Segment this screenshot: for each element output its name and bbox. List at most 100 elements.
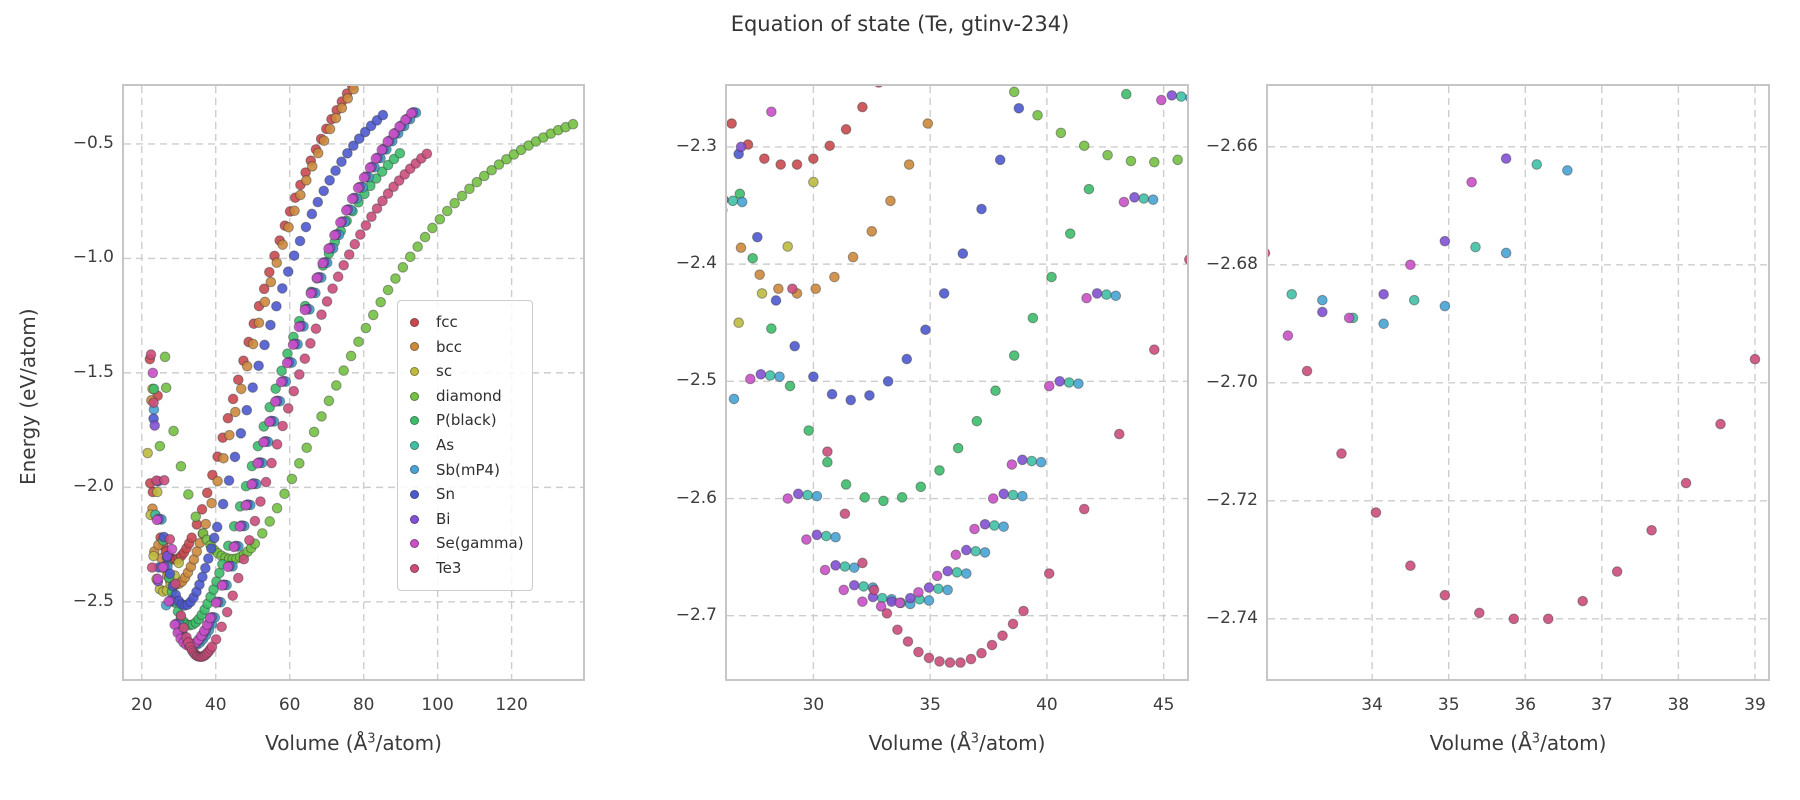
legend-item-sc: sc: [398, 359, 532, 384]
x-tick-label: 120: [495, 695, 528, 715]
data-point: [282, 403, 294, 414]
x-tick-label: 40: [204, 695, 227, 715]
y-tick-label: −1.0: [72, 247, 114, 268]
series-sc: [733, 176, 819, 329]
data-point: [857, 557, 868, 569]
data-point: [271, 257, 283, 269]
data-point: [400, 114, 411, 125]
legend-label: Se(gamma): [436, 534, 524, 553]
data-point: [1470, 241, 1481, 253]
legend-item-fcc: fcc: [398, 310, 532, 335]
series-Sn: [733, 102, 1025, 406]
x-tick-label: 36: [1514, 695, 1537, 715]
data-point: [1175, 91, 1187, 102]
data-point: [1185, 93, 1187, 102]
x-axis-label-sup: 3: [1531, 731, 1541, 747]
data-point: [151, 514, 163, 526]
data-point: [382, 188, 394, 199]
data-point: [142, 447, 153, 459]
series-bcc: [146, 86, 361, 590]
data-point: [1091, 288, 1103, 299]
data-point: [175, 610, 187, 621]
data-point: [157, 561, 169, 573]
legend-item-bcc: bcc: [398, 335, 532, 360]
legend-label: fcc: [436, 313, 458, 331]
data-point: [332, 271, 344, 283]
data-point: [1439, 300, 1451, 312]
data-point: [826, 388, 838, 400]
data-point: [1026, 455, 1038, 467]
data-point: [434, 213, 446, 225]
data-point: [300, 221, 312, 233]
data-point: [382, 136, 394, 147]
x-axis-label-overview: Volume (Å3/atom): [124, 731, 583, 755]
data-point: [346, 193, 358, 205]
data-point: [286, 473, 298, 485]
data-point: [801, 534, 812, 545]
x-tick-label: 38: [1667, 695, 1690, 715]
data-point: [178, 622, 190, 634]
panel-zoom-te3-minimum: Volume (Å3/atom) 34 35 36 37 38 39 −2.66 −2.68 −…: [1206, 84, 1770, 755]
data-point: [811, 529, 823, 541]
data-point: [382, 159, 394, 171]
data-point: [382, 284, 394, 296]
data-point: [360, 220, 372, 231]
data-point: [288, 385, 300, 397]
data-point: [1017, 454, 1028, 466]
data-point: [904, 592, 916, 604]
x-tick-label: 80: [352, 695, 375, 715]
data-point: [848, 562, 860, 573]
series-Sb(mP4): [1317, 165, 1573, 330]
data-point: [214, 567, 225, 579]
data-point: [260, 476, 272, 488]
x-axis-label-sup: 3: [367, 731, 376, 747]
data-point: [759, 153, 770, 164]
data-point: [901, 353, 913, 365]
x-tick-label: 37: [1591, 695, 1613, 715]
data-point: [859, 492, 871, 503]
data-point: [1500, 247, 1512, 259]
data-point: [394, 148, 406, 159]
legend-label: Te3: [436, 558, 462, 577]
data-point: [857, 596, 868, 607]
data-point: [847, 251, 859, 263]
x-tick-label: 60: [278, 695, 301, 715]
data-point: [317, 257, 328, 269]
data-point: [271, 502, 283, 514]
data-point: [160, 382, 172, 394]
data-point: [288, 250, 300, 261]
data-point: [338, 259, 349, 271]
x-axis-label-text: Volume (Å: [1429, 731, 1532, 755]
data-point: [471, 176, 483, 188]
data-point: [1405, 560, 1416, 572]
data-point: [249, 515, 261, 527]
data-point: [324, 175, 335, 186]
data-point: [464, 183, 475, 195]
data-point: [203, 553, 214, 564]
data-point: [364, 162, 376, 174]
plot-area-zoom-all-minima: [727, 86, 1187, 679]
data-point: [308, 426, 320, 438]
data-point: [894, 597, 906, 609]
x-axis-label-text: /atom): [1540, 731, 1607, 755]
data-point: [168, 425, 179, 437]
data-point: [294, 369, 305, 380]
data-point: [229, 451, 241, 463]
data-point: [393, 175, 405, 186]
legend-label: Bi: [436, 509, 451, 528]
data-point: [951, 567, 963, 578]
data-point: [338, 365, 349, 376]
series-P(black): [734, 88, 1132, 507]
data-point: [745, 373, 756, 385]
legend-marker-icon: [410, 366, 419, 376]
y-tick-label: −2.4: [675, 253, 717, 274]
data-point: [735, 141, 747, 153]
data-point: [808, 176, 819, 188]
data-point: [449, 197, 460, 209]
data-point: [501, 153, 512, 165]
data-point: [221, 606, 233, 618]
data-point: [349, 238, 361, 250]
data-point: [868, 584, 880, 596]
data-point: [370, 153, 382, 164]
data-point: [316, 411, 327, 422]
